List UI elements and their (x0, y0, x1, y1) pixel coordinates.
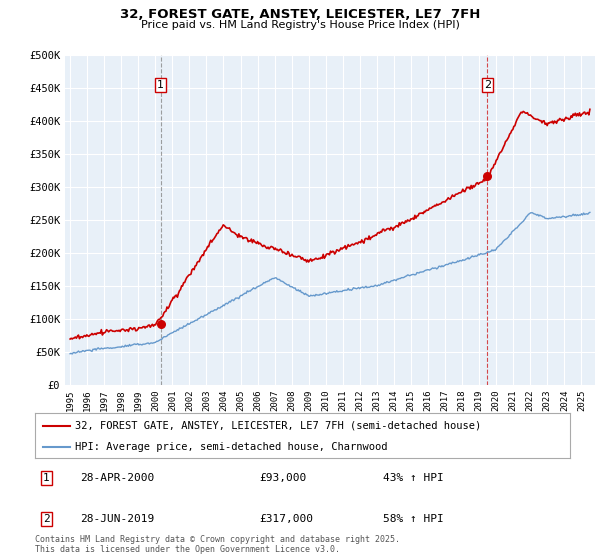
Text: 1: 1 (157, 80, 164, 90)
Text: Contains HM Land Registry data © Crown copyright and database right 2025.
This d: Contains HM Land Registry data © Crown c… (35, 535, 400, 554)
Point (156, 319, 166, 328)
Text: £93,000: £93,000 (260, 473, 307, 483)
Text: 1: 1 (43, 473, 50, 483)
Text: HPI: Average price, semi-detached house, Charnwood: HPI: Average price, semi-detached house,… (75, 442, 388, 452)
Text: £317,000: £317,000 (260, 514, 314, 524)
Text: 32, FOREST GATE, ANSTEY, LEICESTER, LE7 7FH (semi-detached house): 32, FOREST GATE, ANSTEY, LEICESTER, LE7 … (75, 421, 481, 431)
Text: 58% ↑ HPI: 58% ↑ HPI (383, 514, 443, 524)
Text: 2: 2 (43, 514, 50, 524)
Text: 2: 2 (484, 80, 491, 90)
Text: 43% ↑ HPI: 43% ↑ HPI (383, 473, 443, 483)
Text: 32, FOREST GATE, ANSTEY, LEICESTER, LE7  7FH: 32, FOREST GATE, ANSTEY, LEICESTER, LE7 … (120, 8, 480, 21)
Text: 28-JUN-2019: 28-JUN-2019 (80, 514, 155, 524)
Point (482, 171, 492, 180)
Text: Price paid vs. HM Land Registry's House Price Index (HPI): Price paid vs. HM Land Registry's House … (140, 20, 460, 30)
Text: 28-APR-2000: 28-APR-2000 (80, 473, 155, 483)
